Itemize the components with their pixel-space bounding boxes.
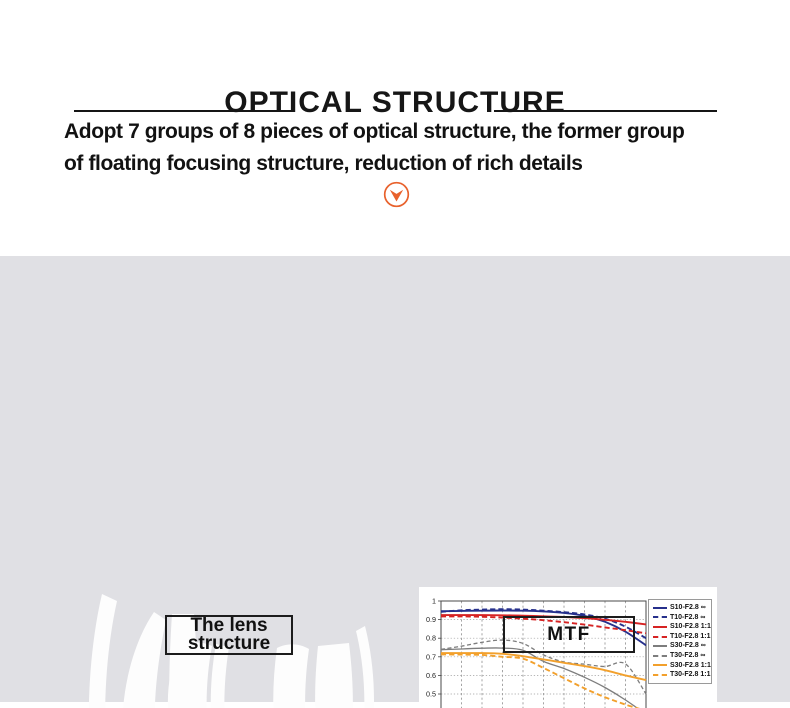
legend-label: S30-F2.8 1:1 [670, 661, 711, 669]
lens-diagram [88, 594, 374, 708]
title-rule-left [74, 110, 292, 112]
description-line-1: Adopt 7 groups of 8 pieces of optical st… [64, 120, 685, 143]
chevron-down-circle-icon [383, 181, 410, 208]
lens-element [315, 643, 353, 708]
svg-text:0.8: 0.8 [426, 634, 436, 643]
legend-item: T10-F2.8 ∞ [653, 613, 709, 623]
lens-element [88, 594, 117, 708]
legend-item: T10-F2.8 1:1 [653, 632, 711, 642]
icon-ring [383, 181, 410, 208]
legend-line-swatch [653, 616, 667, 619]
svg-text:0.6: 0.6 [426, 671, 436, 680]
legend-label: T10-F2.8 ∞ [670, 613, 706, 621]
lens-element [356, 626, 374, 708]
lens-element [210, 644, 229, 708]
svg-text:0.7: 0.7 [426, 652, 436, 661]
page-title: OPTICAL STRUCTURE [224, 86, 566, 120]
lens-element [167, 642, 212, 708]
legend-line-swatch [653, 606, 667, 609]
svg-text:0.5: 0.5 [426, 690, 436, 699]
mtf-caption: MTF [503, 616, 635, 653]
legend-item: S10-F2.8 ∞ [653, 603, 709, 613]
legend-item: T30-F2.8 ∞ [653, 651, 709, 661]
mtf-legend: S10-F2.8 ∞ T10-F2.8 ∞ S10-F2.8 1:1 T10-F2.8… [648, 599, 712, 684]
mtf-chart: 01.534.567.5910.51213.51500.10.20.30.40.… [419, 587, 717, 708]
svg-text:1: 1 [432, 597, 436, 606]
icon-chevron [389, 189, 404, 202]
title-rule-right [494, 110, 717, 112]
legend-item: S30-F2.8 1:1 [653, 661, 711, 671]
legend-item: T30-F2.8 1:1 [653, 670, 711, 680]
legend-line-swatch [653, 654, 667, 657]
lens-caption-line-1: The lens [190, 614, 268, 636]
legend-line-swatch [653, 664, 667, 667]
lens-element [273, 644, 309, 708]
lens-structure-caption: The lens structure [165, 615, 293, 655]
legend-line-swatch [653, 673, 667, 676]
legend-label: S10-F2.8 ∞ [670, 604, 706, 611]
legend-label: S10-F2.8 1:1 [670, 623, 711, 631]
legend-label: T30-F2.8 1:1 [670, 671, 711, 679]
legend-label: T10-F2.8 1:1 [670, 632, 711, 640]
legend-line-swatch [653, 635, 667, 638]
legend-label: T30-F2.8 ∞ [670, 651, 706, 659]
lens-caption-line-2: structure [187, 633, 271, 654]
lens-element [123, 612, 166, 708]
description-line-2: of floating focusing structure, reductio… [64, 151, 583, 175]
legend-item: S30-F2.8 ∞ [653, 641, 709, 651]
gray-panel: 01.534.567.5910.51213.51500.10.20.30.40.… [0, 256, 790, 708]
legend-label: S30-F2.8 ∞ [670, 642, 706, 650]
mtf-caption-label: MTF [547, 623, 591, 645]
legend-line-swatch [653, 645, 667, 648]
legend-line-swatch [653, 625, 667, 628]
description: Adopt 7 groups of 8 pieces of optical st… [64, 116, 685, 179]
svg-text:0.9: 0.9 [426, 615, 436, 624]
legend-item: S10-F2.8 1:1 [653, 622, 711, 632]
